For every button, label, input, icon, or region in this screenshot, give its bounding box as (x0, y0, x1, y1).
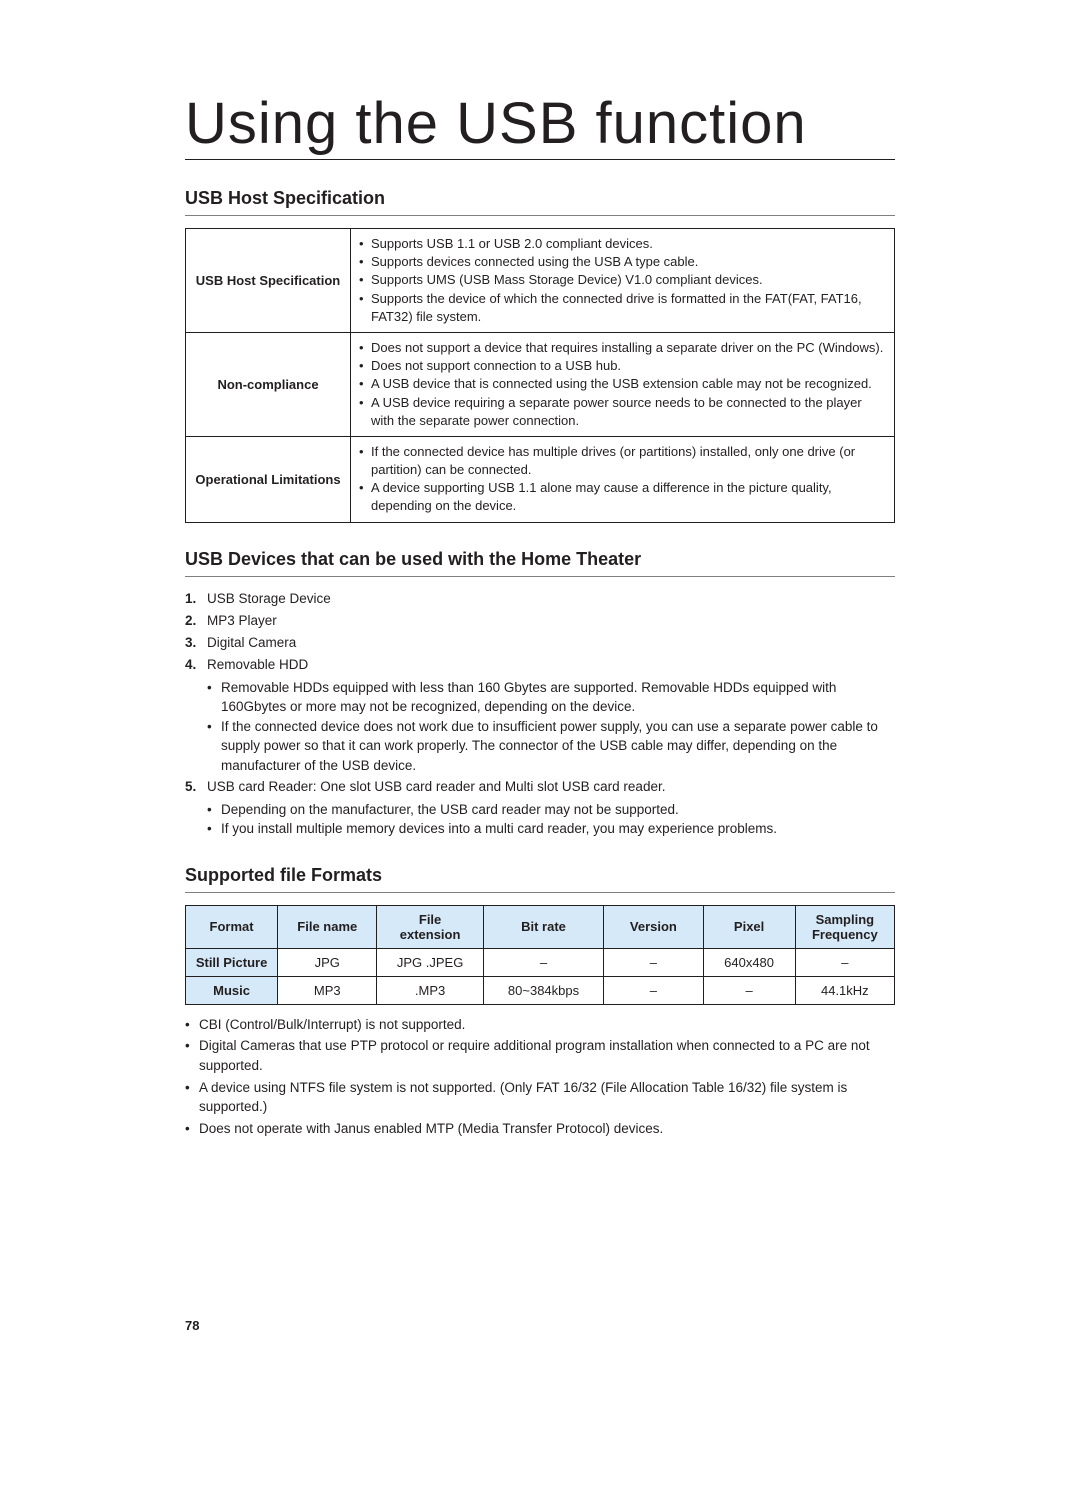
section-heading-devices: USB Devices that can be used with the Ho… (185, 549, 895, 577)
device-item-text: MP3 Player (207, 613, 277, 628)
formats-col-header: Pixel (703, 905, 795, 948)
formats-cell: – (604, 948, 703, 976)
page-number: 78 (185, 1318, 895, 1333)
device-list-item: USB Storage Device (185, 589, 895, 609)
device-sub-bullet: If the connected device does not work du… (207, 717, 895, 776)
section-heading-spec: USB Host Specification (185, 188, 895, 216)
formats-cell: – (795, 948, 894, 976)
formats-row-head: Music (186, 976, 278, 1004)
format-note: A device using NTFS file system is not s… (185, 1078, 895, 1117)
formats-cell: JPG .JPEG (377, 948, 483, 976)
spec-table: USB Host Specification Supports USB 1.1 o… (185, 228, 895, 523)
formats-table: FormatFile nameFileextensionBit rateVers… (185, 905, 895, 1005)
formats-cell: .MP3 (377, 976, 483, 1004)
spec-bullet: Supports devices connected using the USB… (359, 253, 886, 271)
formats-cell: JPG (278, 948, 377, 976)
device-sub-bullet: Depending on the manufacturer, the USB c… (207, 800, 895, 820)
formats-col-header: Fileextension (377, 905, 483, 948)
spec-row-content: Supports USB 1.1 or USB 2.0 compliant de… (351, 229, 895, 333)
spec-row-label: Operational Limitations (186, 436, 351, 522)
spec-bullet: Does not support connection to a USB hub… (359, 357, 886, 375)
device-list-item: Removable HDD Removable HDDs equipped wit… (185, 655, 895, 775)
spec-row-label: Non-compliance (186, 332, 351, 436)
device-item-text: USB card Reader: One slot USB card reade… (207, 779, 665, 794)
device-item-text: Removable HDD (207, 657, 308, 672)
spec-bullet: A device supporting USB 1.1 alone may ca… (359, 479, 886, 515)
device-item-text: USB Storage Device (207, 591, 331, 606)
formats-col-header: Bit rate (483, 905, 604, 948)
spec-bullet: Supports UMS (USB Mass Storage Device) V… (359, 271, 886, 289)
format-notes: CBI (Control/Bulk/Interrupt) is not supp… (185, 1015, 895, 1138)
formats-cell: – (604, 976, 703, 1004)
device-list-item: USB card Reader: One slot USB card reade… (185, 777, 895, 838)
device-list-item: Digital Camera (185, 633, 895, 653)
spec-bullet: Supports the device of which the connect… (359, 290, 886, 326)
spec-bullet: A USB device that is connected using the… (359, 375, 886, 393)
device-item-text: Digital Camera (207, 635, 296, 650)
spec-bullet: Supports USB 1.1 or USB 2.0 compliant de… (359, 235, 886, 253)
page-title: Using the USB function (185, 90, 895, 160)
formats-cell: MP3 (278, 976, 377, 1004)
device-sub-bullet: Removable HDDs equipped with less than 1… (207, 678, 895, 717)
formats-cell: – (703, 976, 795, 1004)
spec-row-content: Does not support a device that requires … (351, 332, 895, 436)
spec-row-label: USB Host Specification (186, 229, 351, 333)
section-heading-formats: Supported file Formats (185, 865, 895, 893)
formats-cell: 640x480 (703, 948, 795, 976)
formats-row-head: Still Picture (186, 948, 278, 976)
formats-col-header: Format (186, 905, 278, 948)
formats-section: Supported file Formats FormatFile nameFi… (185, 865, 895, 1138)
formats-col-header: Version (604, 905, 703, 948)
device-list: USB Storage Device MP3 Player Digital Came… (185, 589, 895, 839)
formats-col-header: File name (278, 905, 377, 948)
spec-bullet: A USB device requiring a separate power … (359, 394, 886, 430)
usb-devices-section: USB Devices that can be used with the Ho… (185, 549, 895, 839)
spec-row-content: If the connected device has multiple dri… (351, 436, 895, 522)
spec-bullet: Does not support a device that requires … (359, 339, 886, 357)
formats-cell: – (483, 948, 604, 976)
device-sub-bullet: If you install multiple memory devices i… (207, 819, 895, 839)
formats-cell: 80~384kbps (483, 976, 604, 1004)
formats-cell: 44.1kHz (795, 976, 894, 1004)
device-list-item: MP3 Player (185, 611, 895, 631)
formats-col-header: SamplingFrequency (795, 905, 894, 948)
usb-host-spec-section: USB Host Specification USB Host Specific… (185, 188, 895, 523)
spec-bullet: If the connected device has multiple dri… (359, 443, 886, 479)
format-note: Does not operate with Janus enabled MTP … (185, 1119, 895, 1139)
format-note: CBI (Control/Bulk/Interrupt) is not supp… (185, 1015, 895, 1035)
format-note: Digital Cameras that use PTP protocol or… (185, 1036, 895, 1075)
